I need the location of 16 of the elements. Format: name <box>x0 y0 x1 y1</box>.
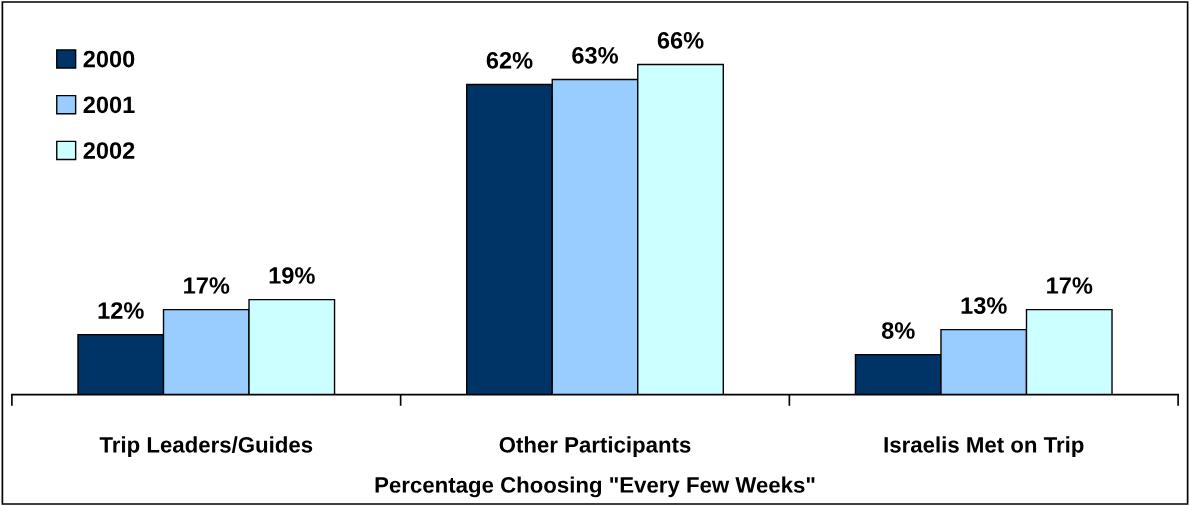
data-label: 62% <box>486 52 533 69</box>
data-label: 13% <box>961 297 1007 314</box>
data-label: 17% <box>1047 277 1093 294</box>
x-axis-title: Percentage Choosing "Every Few Weeks" <box>375 476 815 498</box>
data-label: 17% <box>184 277 230 294</box>
legend-label: 2001 <box>83 96 135 114</box>
legend-label: 2000 <box>83 50 135 68</box>
data-label: 12% <box>98 302 144 319</box>
data-label: 63% <box>572 47 619 64</box>
data-label: 8% <box>881 322 915 339</box>
legend-label: 2002 <box>83 142 135 159</box>
data-label: 66% <box>657 32 704 49</box>
x-tick-label: Israelis Met on Trip <box>884 436 1084 458</box>
x-tick-label: Other Participants <box>499 436 691 458</box>
x-tick-label: Trip Leaders/Guides <box>99 436 313 458</box>
data-label: 19% <box>269 267 315 284</box>
